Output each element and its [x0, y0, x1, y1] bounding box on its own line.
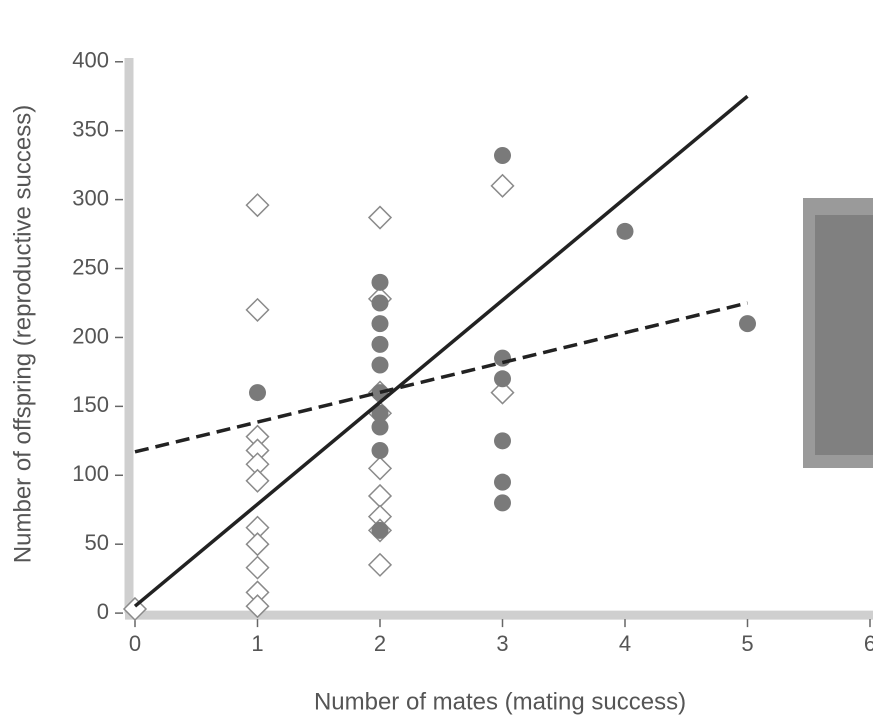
- circle-point: [371, 356, 389, 374]
- circle-point: [249, 384, 266, 402]
- photo-inset-shade: [815, 215, 873, 455]
- y-axis-title: Number of offspring (reproductive succes…: [9, 105, 36, 563]
- diamond-point: [367, 483, 393, 509]
- regression-line: [133, 94, 749, 608]
- diamond-point: [490, 173, 515, 198]
- diamond-point: [490, 380, 515, 405]
- circle-point: [371, 315, 389, 333]
- circle-point: [371, 441, 389, 459]
- circle-point: [494, 473, 511, 491]
- y-tick-label: 0: [97, 599, 109, 624]
- x-tick-label: 2: [374, 631, 386, 656]
- x-tick-label: 1: [251, 631, 263, 656]
- regression-line: [134, 301, 748, 454]
- y-tick-label: 50: [85, 530, 109, 555]
- diamond-point: [245, 193, 270, 218]
- x-tick-label: 0: [129, 631, 141, 656]
- y-tick-label: 350: [72, 117, 109, 142]
- circle-point: [371, 294, 389, 312]
- circle-point: [739, 315, 756, 333]
- y-tick-label: 150: [72, 392, 109, 417]
- circle-point: [494, 349, 511, 367]
- diamond-point: [367, 205, 393, 230]
- circle-point: [371, 404, 389, 422]
- y-tick-label: 300: [72, 185, 109, 210]
- y-tick-label: 200: [72, 323, 109, 348]
- circle-point: [371, 418, 389, 436]
- diamond-point: [245, 468, 270, 493]
- x-tick-label: 3: [496, 631, 508, 656]
- x-tick-label: 5: [741, 631, 753, 656]
- diamond-point: [245, 532, 270, 557]
- circle-point: [371, 335, 389, 353]
- circle-point: [616, 222, 634, 240]
- x-tick-label: 4: [619, 631, 631, 656]
- circle-point: [494, 370, 511, 388]
- circle-point: [494, 147, 511, 165]
- circle-point: [494, 432, 511, 450]
- y-tick-label: 100: [72, 461, 109, 486]
- x-tick-label: 6: [864, 631, 873, 656]
- circle-point: [371, 521, 389, 539]
- diamond-point: [367, 552, 393, 577]
- diamond-point: [245, 594, 270, 619]
- circle-point: [371, 273, 389, 291]
- diamond-point: [245, 297, 270, 322]
- x-axis-title: Number of mates (mating success): [314, 688, 686, 715]
- y-tick-label: 250: [72, 254, 109, 279]
- circle-point: [494, 494, 511, 512]
- diamond-point: [367, 456, 393, 481]
- diamond-point: [245, 555, 270, 580]
- y-tick-label: 400: [72, 48, 109, 73]
